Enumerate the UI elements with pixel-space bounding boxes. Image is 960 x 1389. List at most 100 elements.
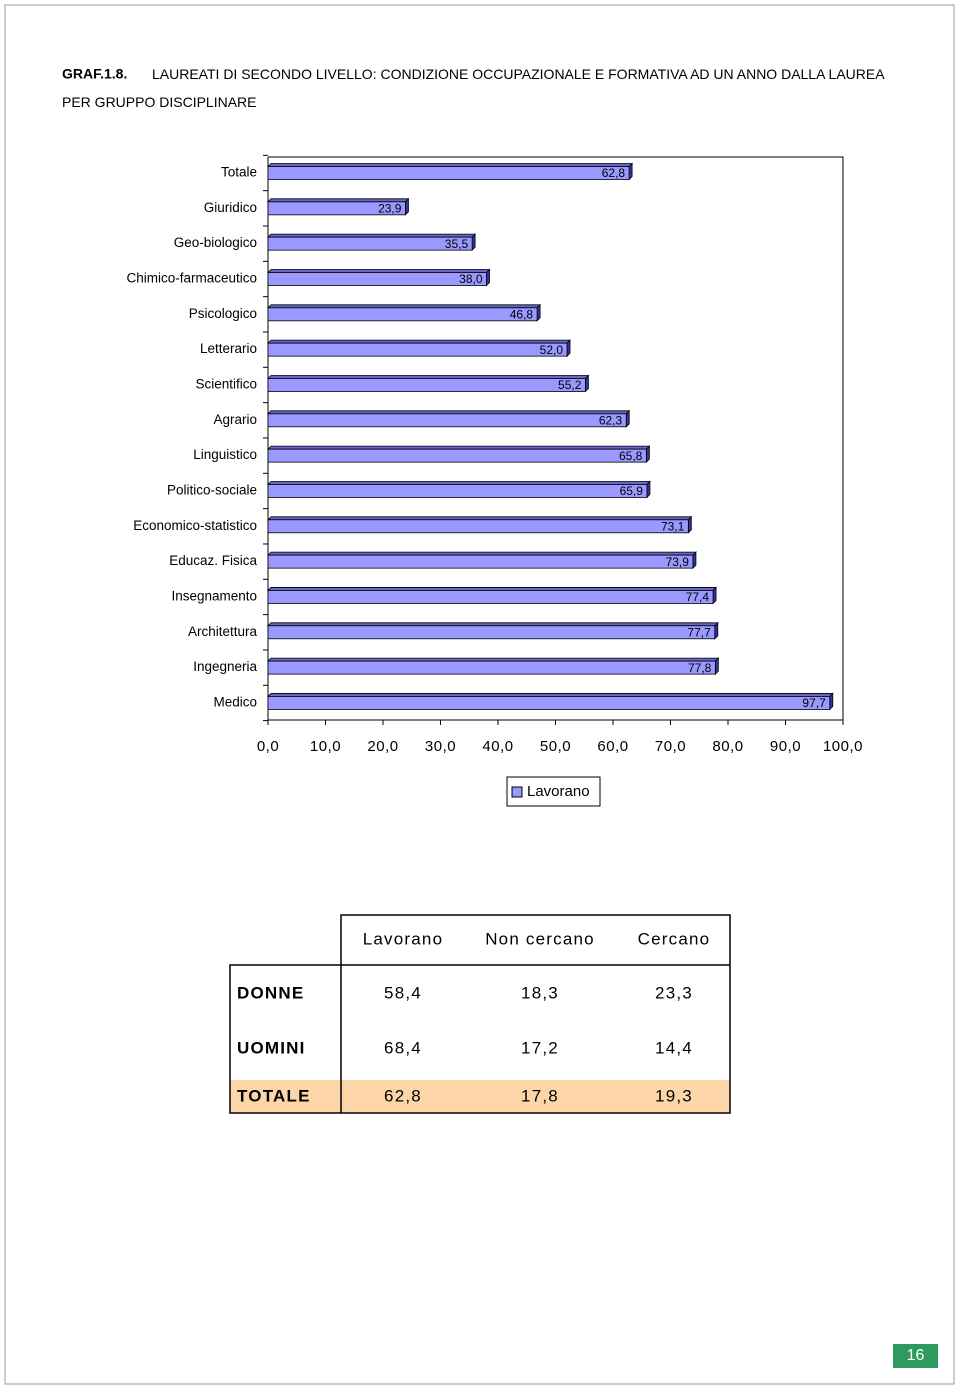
x-tick-label: 20,0	[367, 738, 398, 755]
bar-top	[267, 269, 491, 273]
bar-side	[625, 409, 630, 428]
bar	[267, 660, 716, 675]
data-label: 38,0	[459, 272, 483, 286]
page-frame	[4, 4, 955, 1385]
table-border	[229, 914, 731, 1114]
data-label: 62,8	[602, 166, 626, 180]
data-label: 65,9	[620, 484, 644, 498]
x-tick-label: 40,0	[482, 738, 513, 755]
bar	[267, 378, 586, 392]
bar-side	[712, 586, 717, 605]
bar-top	[267, 693, 834, 697]
bar-side	[646, 480, 651, 499]
bar	[267, 484, 648, 498]
y-tick-label: Politico-sociale	[167, 483, 257, 498]
bar-top	[267, 551, 697, 556]
x-tick-label: 60,0	[597, 738, 628, 755]
bar	[267, 166, 630, 180]
bar-side	[645, 445, 650, 464]
table-cell: 14,4	[655, 1038, 693, 1057]
data-label: 35,5	[445, 237, 469, 251]
bar	[267, 342, 568, 357]
y-tick-label: Totale	[221, 165, 257, 180]
bar-side	[714, 621, 719, 640]
data-label: 62,3	[599, 413, 623, 427]
y-tick-label: Agrario	[213, 412, 257, 427]
x-tick-label: 70,0	[655, 738, 686, 755]
data-label: 77,7	[687, 625, 711, 639]
bar-top	[267, 622, 719, 627]
x-tick-label: 0,0	[257, 738, 279, 755]
table-cell: 19,3	[655, 1086, 693, 1105]
y-tick-label: Giuridico	[204, 200, 257, 215]
bar-side	[486, 268, 490, 287]
y-tick-label: Psicologico	[189, 306, 257, 321]
y-tick-label: Medico	[213, 695, 257, 710]
table-highlight-row	[230, 1080, 730, 1113]
y-tick-label: Architettura	[188, 624, 258, 639]
figure-title: LAUREATI DI SECONDO LIVELLO: CONDIZIONE …	[62, 66, 885, 110]
table-header: Lavorano	[363, 929, 444, 948]
bar-top	[267, 481, 651, 485]
y-tick-label: Linguistico	[193, 447, 257, 462]
bar	[267, 201, 406, 216]
y-tick-label: Scientifico	[195, 377, 257, 392]
table-cell: 17,8	[521, 1086, 559, 1105]
title-line: PER GRUPPO DISCIPLINARE	[62, 94, 257, 110]
legend-swatch	[511, 786, 523, 798]
table-header: Cercano	[638, 929, 711, 948]
bar	[267, 554, 694, 569]
data-label: 73,9	[666, 555, 690, 569]
y-tick-label: Ingegneria	[193, 659, 257, 674]
y-tick-label: Letterario	[200, 341, 257, 356]
x-tick-label: 90,0	[770, 738, 801, 755]
bar-side	[585, 374, 589, 393]
bar	[267, 413, 627, 428]
table-cell: 18,3	[521, 983, 559, 1002]
x-tick-label: 30,0	[425, 738, 456, 755]
table-row-header: UOMINI	[237, 1038, 306, 1057]
y-tick-label: Economico-statistico	[133, 518, 257, 533]
bar	[267, 307, 538, 322]
page-number-box	[893, 1344, 938, 1368]
bar-top	[267, 375, 590, 379]
table-cell: 58,4	[384, 983, 422, 1002]
bar-top	[267, 163, 634, 167]
bar-side	[536, 303, 541, 322]
data-label: 23,9	[378, 202, 402, 216]
bar	[267, 272, 487, 286]
bar-side	[471, 233, 476, 252]
table-row-header: TOTALE	[237, 1086, 311, 1105]
x-tick-label: 50,0	[540, 738, 571, 755]
data-label: 52,0	[540, 343, 564, 357]
table-cell: 62,8	[384, 1086, 422, 1105]
table-header: Non cercano	[485, 929, 595, 948]
page-number: 16	[907, 1347, 925, 1364]
bar-top	[267, 339, 571, 344]
bar-side	[566, 339, 571, 358]
title-line: LAUREATI DI SECONDO LIVELLO: CONDIZIONE …	[152, 66, 885, 82]
table-cell: 68,4	[384, 1038, 422, 1057]
x-tick-label: 10,0	[310, 738, 341, 755]
bar-side	[405, 197, 409, 216]
bar	[267, 590, 714, 604]
legend-box	[506, 776, 601, 807]
bar	[267, 519, 689, 534]
bar-top	[267, 516, 693, 521]
bar-top	[267, 410, 631, 415]
bar	[267, 696, 831, 710]
x-tick-label: 80,0	[712, 738, 743, 755]
data-label: 73,1	[661, 519, 685, 533]
table-cell: 23,3	[655, 983, 693, 1002]
data-label: 65,8	[619, 449, 643, 463]
title-text: LAUREATI DI SECONDO LIVELLO: CONDIZIONE …	[62, 66, 885, 110]
y-tick-label: Geo-biologico	[174, 235, 257, 250]
x-tick-label: 100,0	[823, 738, 863, 755]
legend-label: Lavorano	[527, 783, 590, 800]
bar-side	[628, 162, 633, 181]
data-label: 77,4	[686, 590, 710, 604]
bar-side	[687, 515, 692, 534]
bar-top	[267, 657, 720, 662]
